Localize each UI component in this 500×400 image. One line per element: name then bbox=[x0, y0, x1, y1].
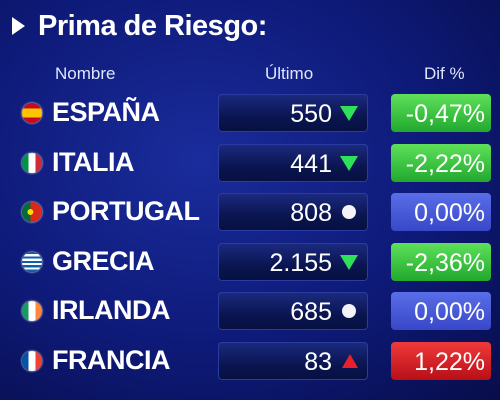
value-box: 685 bbox=[218, 292, 368, 330]
country-name: IRLANDA bbox=[52, 295, 171, 325]
value: 83 bbox=[304, 347, 332, 376]
flag bbox=[22, 202, 42, 222]
title: Prima de Riesgo: bbox=[38, 10, 267, 42]
flag bbox=[22, 251, 42, 272]
dif-value: -0,47% bbox=[405, 100, 485, 128]
dif-value: -2,36% bbox=[405, 248, 485, 277]
column-header: Último bbox=[265, 64, 314, 83]
value-box: 2.155 bbox=[218, 242, 368, 281]
value-box: 808 bbox=[218, 193, 368, 231]
dif-box: -0,47% bbox=[391, 94, 491, 132]
trend-indicator bbox=[342, 353, 358, 368]
dif-box: 0,00% bbox=[391, 292, 491, 330]
table-row: FRANCIA 83 1,22% bbox=[0, 339, 500, 383]
trend-indicator bbox=[342, 205, 356, 219]
trend-indicator bbox=[340, 155, 358, 171]
country-name: ITALIA bbox=[52, 146, 134, 177]
table-row: GRECIA 2.155 -2,36% bbox=[0, 240, 500, 284]
flag bbox=[22, 301, 42, 321]
trend-indicator bbox=[342, 304, 356, 318]
table-row: PORTUGAL 808 0,00% bbox=[0, 190, 500, 234]
value: 441 bbox=[290, 149, 332, 178]
dif-value: 0,00% bbox=[414, 199, 485, 227]
value-box: 441 bbox=[218, 143, 368, 182]
value-box: 550 bbox=[218, 94, 368, 132]
dif-box: -2,22% bbox=[391, 143, 491, 182]
value: 685 bbox=[290, 298, 332, 326]
value: 808 bbox=[290, 199, 332, 227]
dif-value: 1,22% bbox=[414, 347, 485, 376]
column-header: Nombre bbox=[55, 64, 116, 83]
trend-indicator bbox=[340, 254, 358, 270]
title-arrow bbox=[12, 17, 25, 35]
flag bbox=[22, 350, 42, 371]
table-row: ESPAÑA 550 -0,47% bbox=[0, 91, 500, 135]
trend-indicator bbox=[340, 106, 358, 121]
column-header: Dif % bbox=[424, 64, 465, 83]
dif-box: 0,00% bbox=[391, 193, 491, 231]
dif-box: 1,22% bbox=[391, 341, 491, 380]
flag bbox=[22, 103, 42, 123]
table-row: IRLANDA 685 0,00% bbox=[0, 289, 500, 333]
country-name: FRANCIA bbox=[52, 344, 171, 375]
table-row: ITALIA 441 -2,22% bbox=[0, 141, 500, 185]
value: 2.155 bbox=[269, 248, 332, 277]
country-name: ESPAÑA bbox=[52, 97, 160, 127]
value: 550 bbox=[290, 100, 332, 128]
dif-box: -2,36% bbox=[391, 242, 491, 281]
value-box: 83 bbox=[218, 341, 368, 380]
dif-value: -2,22% bbox=[405, 149, 485, 178]
dif-value: 0,00% bbox=[414, 298, 485, 326]
flag bbox=[22, 152, 42, 173]
country-name: PORTUGAL bbox=[52, 196, 200, 226]
country-name: GRECIA bbox=[52, 245, 155, 276]
